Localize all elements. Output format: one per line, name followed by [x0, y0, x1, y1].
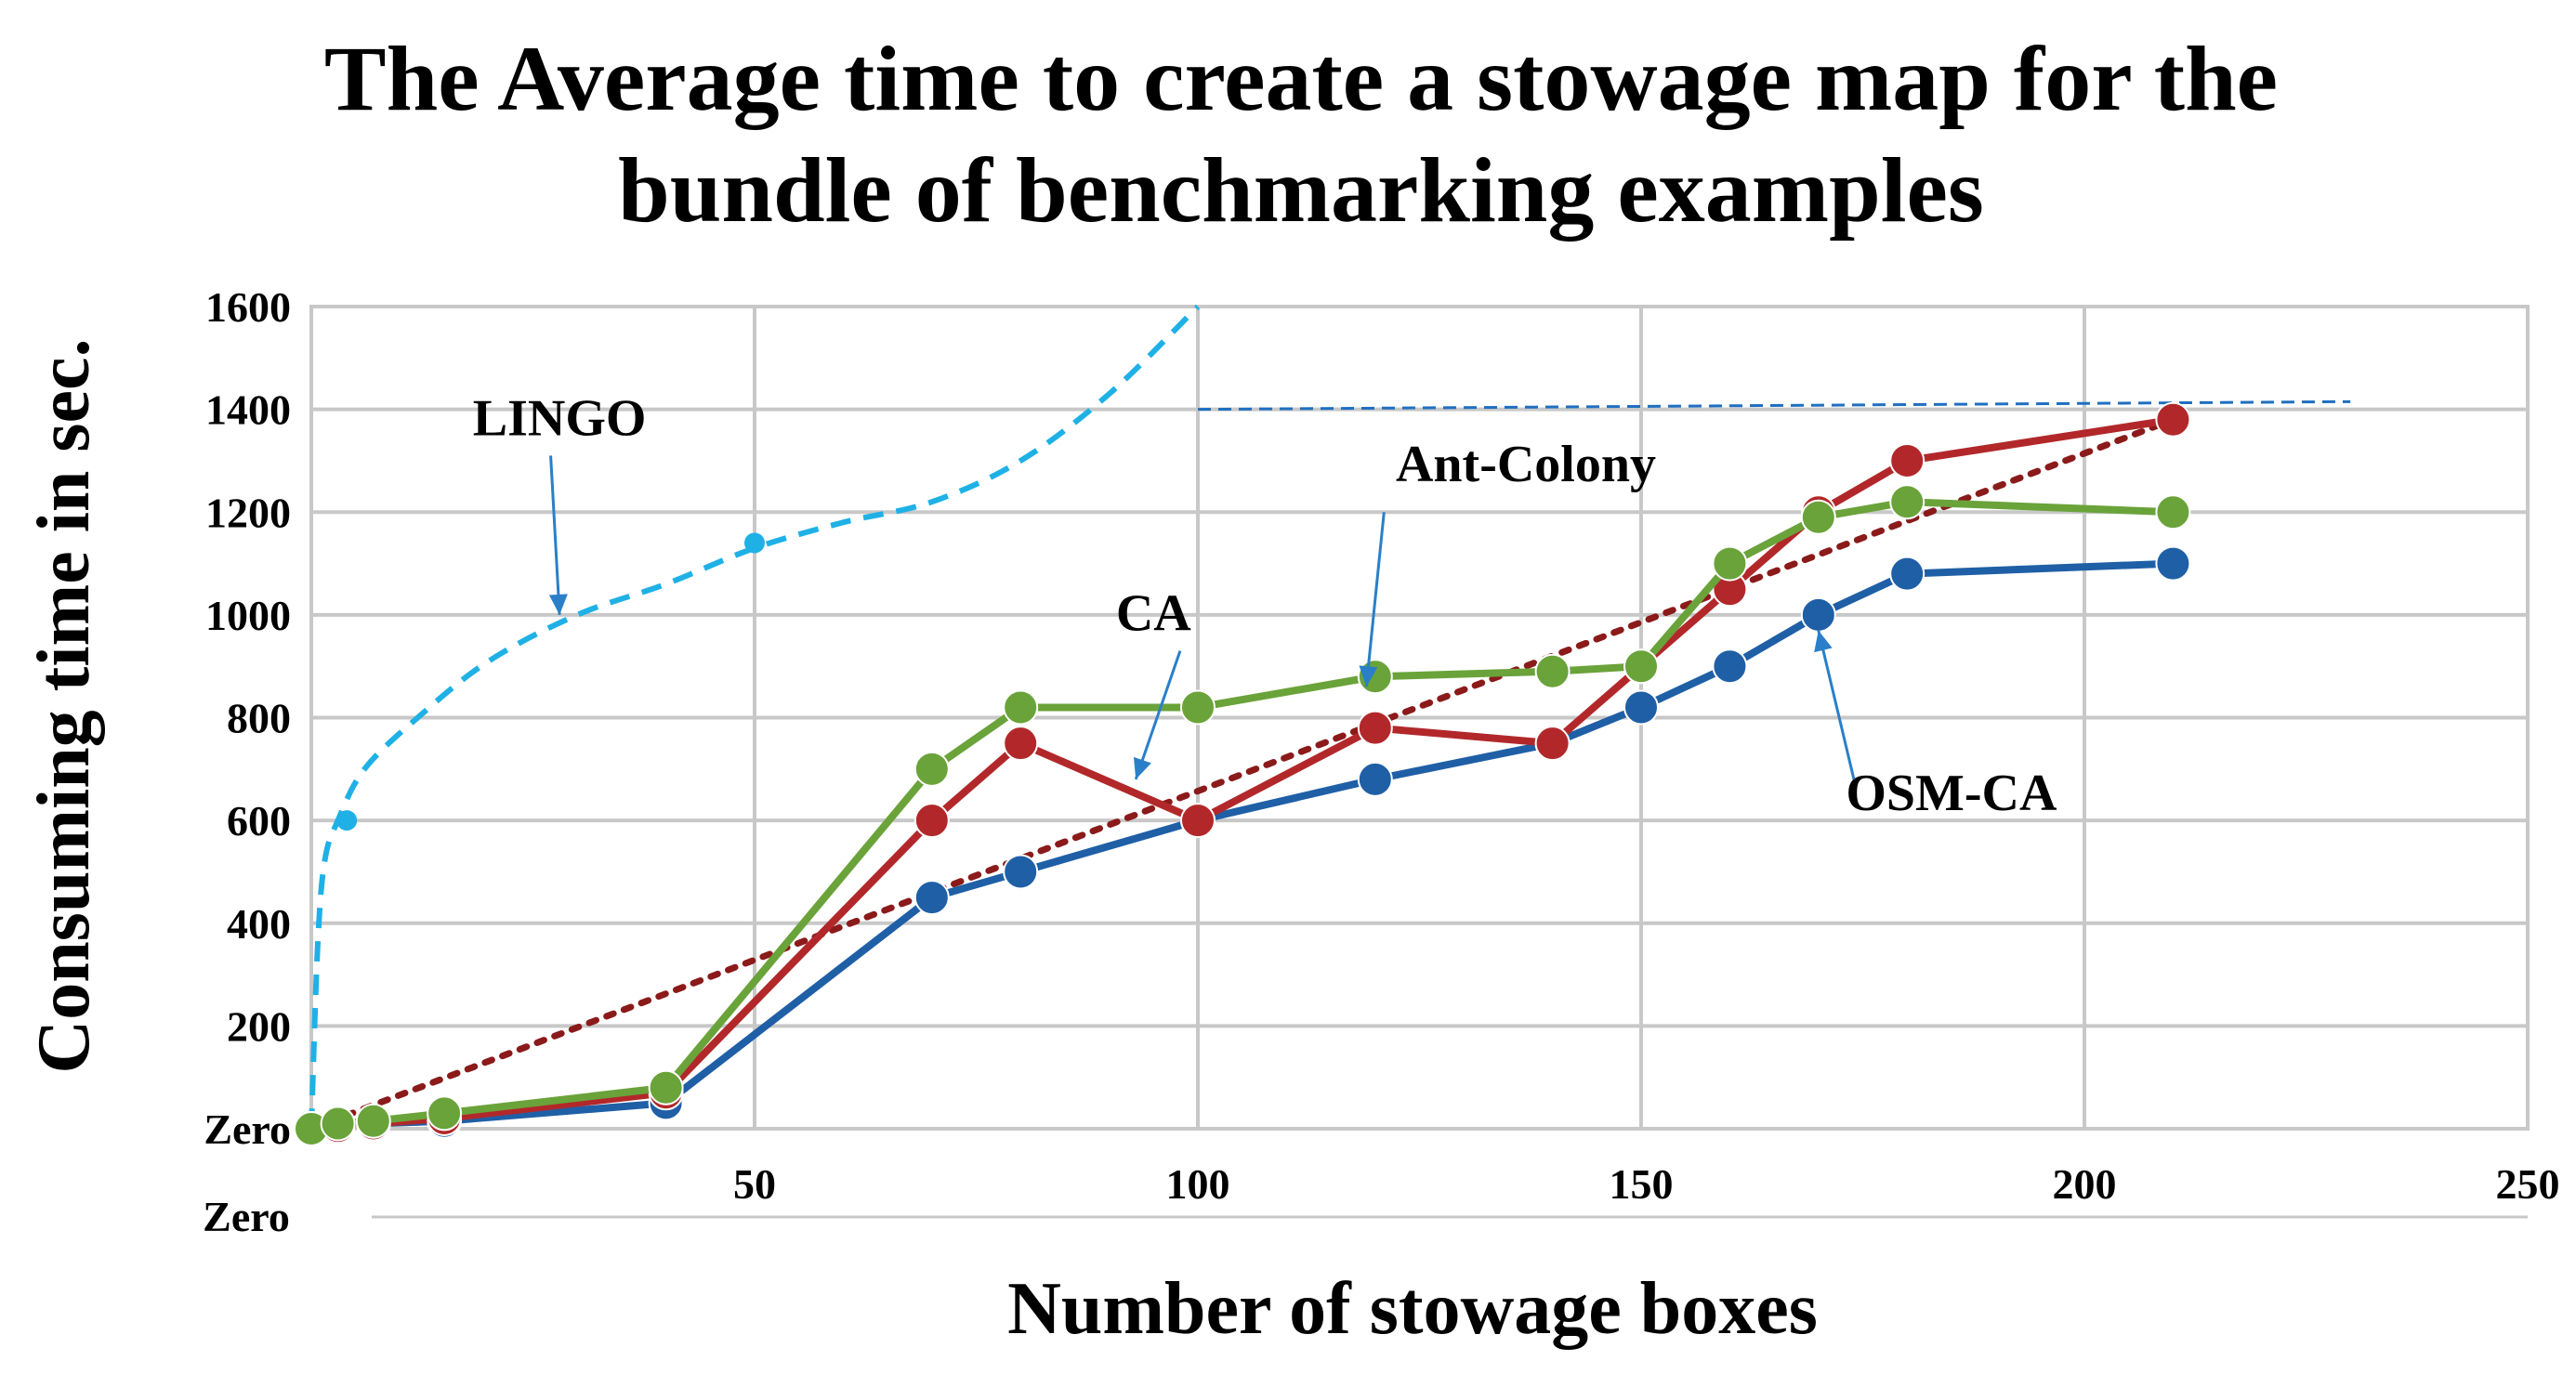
chart-title: The Average time to create a stowage map… [324, 27, 2278, 242]
y-tick-label: 1200 [205, 489, 291, 536]
annotation-osm-ca: OSM-CA [1846, 765, 2057, 822]
x-tick-label: Zero [203, 1193, 290, 1240]
osm-ca-point [1623, 689, 1659, 726]
annotation-arrow-ant-colony [1364, 512, 1386, 687]
x-tick-label: 50 [733, 1160, 776, 1208]
y-tick-label: 200 [227, 1002, 291, 1050]
y-tick-label: 800 [227, 695, 291, 742]
osm-ca-point [1800, 596, 1836, 633]
ant-colony-point [1712, 545, 1748, 582]
osm-ca-point [1003, 854, 1039, 890]
annotation-ca: CA [1116, 584, 1191, 642]
y-tick-label: 400 [227, 900, 291, 948]
osm-ca-point [1889, 556, 1925, 592]
ant-colony-point [1180, 689, 1216, 726]
x-tick-label: 200 [2053, 1160, 2117, 1208]
ca-point [1534, 726, 1571, 762]
annotation-arrow-lingo [549, 455, 561, 615]
lingo-line [309, 304, 1201, 1130]
ca-point [2155, 401, 2191, 438]
annotation-arrow-ca [1134, 650, 1182, 780]
ant-colony-point [427, 1095, 463, 1132]
ant-colony-point [320, 1106, 356, 1142]
chart-title-line-1: The Average time to create a stowage map… [324, 27, 2278, 130]
osm-ca-point [1357, 761, 1393, 797]
y-tick-label: 1600 [205, 283, 291, 331]
lingo-point [336, 810, 358, 831]
x-tick-label: 250 [2496, 1160, 2560, 1208]
series [294, 304, 2351, 1146]
y-tick-label: Zero [204, 1106, 291, 1153]
axes: Zero 200 400 600 800 1000 1200 1400 1600 Zero 50 10… [203, 283, 2559, 1240]
ant-colony-point [1534, 653, 1571, 689]
chart-title-line-2: bundle of benchmarking examples [618, 138, 1984, 242]
osm-ca-point [913, 880, 950, 916]
x-tick-label: 150 [1610, 1160, 1674, 1208]
ca-point [913, 803, 950, 839]
y-tick-label: 1400 [205, 386, 291, 434]
ca-point [1357, 710, 1393, 746]
lingo-limit-line [1197, 399, 2351, 412]
ca-trend-line [308, 416, 2176, 1132]
annotation-lingo: LINGO [473, 389, 647, 447]
annotation-ant-colony: Ant-Colony [1396, 436, 1656, 493]
y-axis-title: Consuming time in sec. [23, 338, 105, 1073]
annotation-arrowhead-ant-colony [1359, 665, 1378, 687]
x-axis-title: Number of stowage boxes [1007, 1268, 1818, 1350]
y-tick-label: 1000 [205, 592, 291, 639]
ant-colony-point [355, 1103, 391, 1139]
annotations: LINGO Ant-Colony CA OSM-CA [473, 389, 2057, 822]
lingo-point [744, 532, 765, 554]
osm-ca-point [2155, 545, 2191, 582]
ant-colony-point [2155, 494, 2191, 530]
ant-colony-point [1003, 689, 1039, 726]
ant-colony-point [1623, 648, 1659, 685]
x-tick-label: 100 [1166, 1160, 1230, 1208]
ant-colony-point [648, 1069, 684, 1106]
ca-point [1889, 442, 1925, 478]
ca-point [1003, 726, 1039, 762]
annotation-arrowhead-osm-ca [1814, 630, 1833, 653]
grid [309, 305, 2530, 1131]
ca-point [1180, 803, 1216, 839]
annotation-arrowhead-ca [1133, 756, 1151, 779]
ant-colony-point [1800, 499, 1836, 535]
ant-colony-point [1889, 484, 1925, 520]
y-tick-label: 600 [227, 797, 291, 844]
osm-ca-point [1712, 648, 1748, 685]
annotation-arrowhead-lingo [548, 594, 568, 615]
annotation-arrow-osm-ca [1817, 630, 1856, 780]
ant-colony-point [913, 751, 950, 787]
